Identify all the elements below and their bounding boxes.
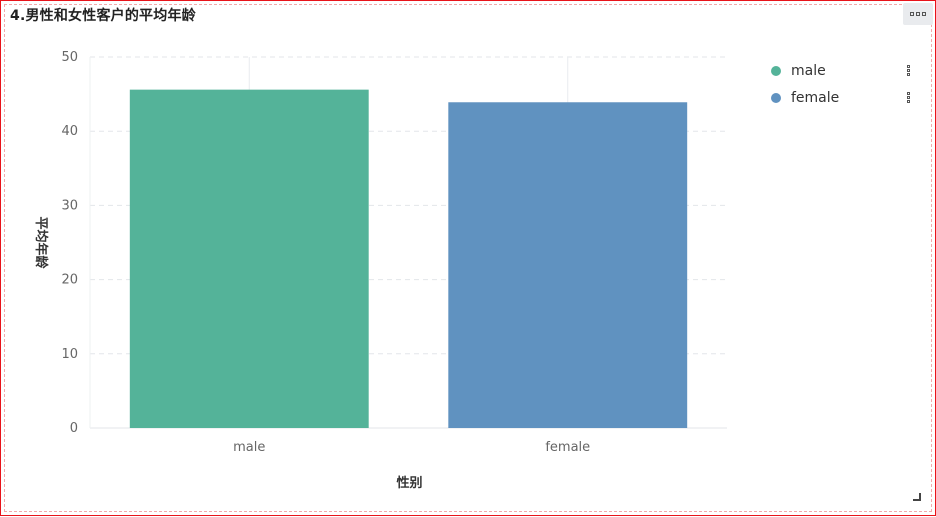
y-tick-label: 0 — [70, 421, 78, 436]
x-axis-title: 性别 — [396, 475, 422, 491]
more-vertical-icon[interactable] — [907, 92, 910, 103]
legend-swatch-male — [771, 65, 781, 76]
legend-label-female: female — [791, 89, 840, 106]
more-horizontal-icon — [910, 12, 926, 16]
resize-corner-icon[interactable] — [913, 493, 921, 501]
chart-bars — [129, 89, 688, 429]
chart-legend: male female — [769, 57, 919, 111]
legend-swatch-female — [771, 92, 781, 103]
legend-item-male[interactable]: male — [769, 57, 919, 84]
bar-female[interactable] — [448, 102, 688, 429]
panel-title: 4.男性和女性客户的平均年龄 — [10, 8, 196, 24]
more-vertical-icon[interactable] — [907, 65, 910, 76]
x-tick-label: female — [545, 440, 590, 455]
legend-item-female[interactable]: female — [769, 84, 919, 111]
y-tick-label: 40 — [61, 124, 78, 139]
legend-label-male: male — [791, 62, 826, 79]
y-axis-title: 平均年龄 — [33, 216, 49, 269]
y-tick-label: 50 — [61, 50, 78, 65]
bar-male[interactable] — [129, 89, 369, 428]
y-tick-label: 20 — [61, 273, 78, 288]
chart-ticks: 0 10 20 30 40 50 male female — [61, 50, 590, 455]
y-tick-label: 30 — [61, 198, 78, 213]
x-tick-label: male — [233, 440, 265, 455]
y-tick-label: 10 — [61, 347, 78, 362]
panel-options-button[interactable] — [903, 3, 933, 25]
